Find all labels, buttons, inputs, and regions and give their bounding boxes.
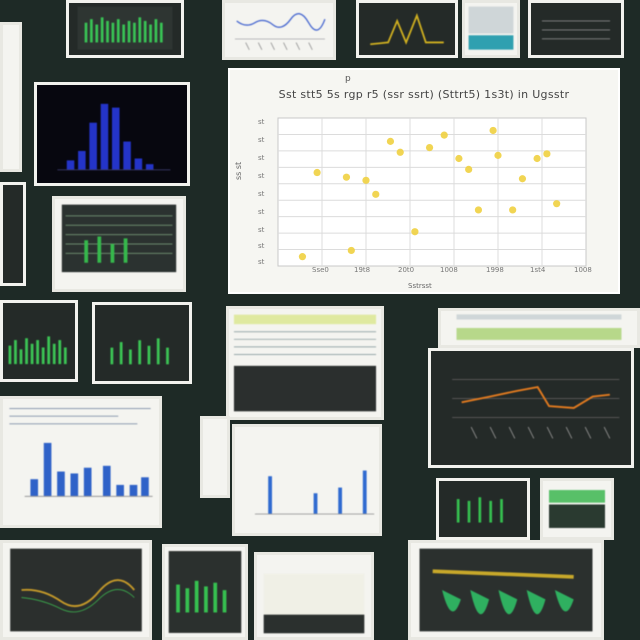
scatter-point xyxy=(455,154,463,163)
x-tick-label: 1998 xyxy=(486,266,504,274)
scatter-point xyxy=(494,151,502,159)
y-tick-label: st xyxy=(258,258,265,266)
x-tick-label: 20t0 xyxy=(398,266,415,274)
thumbnail-blue-bars-center xyxy=(232,424,382,536)
y-tick-label: st xyxy=(258,208,265,216)
thumbnail-green-bars-top xyxy=(66,0,184,58)
y-tick-label: st xyxy=(258,172,265,180)
scatter-point xyxy=(489,126,497,135)
thumbnail-left-edge-1 xyxy=(0,22,22,172)
thumbnail-green-ribbons-bottom xyxy=(408,540,604,640)
scatter-point xyxy=(474,206,483,214)
scatter-point xyxy=(386,137,395,145)
scatter-point xyxy=(518,175,527,183)
scatter-point xyxy=(396,148,404,156)
thumbnail-green-bars-center-left xyxy=(92,302,192,384)
y-tick-label: st xyxy=(258,190,265,198)
thumbnail-dark-top-right xyxy=(528,0,624,58)
chart-x-axis-label: Sstrsst xyxy=(408,282,432,290)
scatter-point xyxy=(440,131,448,139)
x-tick-label: 1008 xyxy=(574,266,592,274)
y-tick-label: st xyxy=(258,136,265,144)
thumbnail-left-edge-2 xyxy=(0,182,26,286)
thumbnail-green-table-left xyxy=(52,196,186,292)
thumbnail-orange-line-chart xyxy=(428,348,634,468)
scatter-point xyxy=(533,154,541,163)
chart-title: Sst stt5 5s rgp r5 (ssr ssrt) (Sttrt5) 1… xyxy=(278,88,570,101)
thumbnail-blue-histogram xyxy=(34,82,190,186)
scatter-point xyxy=(425,144,434,152)
scatter-point xyxy=(313,168,321,177)
scatter-point xyxy=(411,228,419,236)
chart-subtitle: p xyxy=(345,74,351,84)
x-tick-label: 1008 xyxy=(440,266,458,274)
main-scatter-chart: p Sst stt5 5s rgp r5 (ssr ssrt) (Sttrt5)… xyxy=(228,68,620,294)
scatter-point xyxy=(342,173,351,181)
scatter-point xyxy=(543,150,551,158)
y-tick-label: st xyxy=(258,242,265,250)
thumbnail-green-bars-left xyxy=(0,300,78,382)
thumbnail-blue-bar-chart xyxy=(0,396,162,528)
scatter-point xyxy=(553,200,561,208)
thumbnail-spreadsheet-bottom xyxy=(254,552,374,640)
scatter-plot-area xyxy=(277,117,587,267)
thumbnail-spreadsheet-center xyxy=(226,306,384,420)
plot-frame xyxy=(277,117,587,267)
x-tick-label: 19t8 xyxy=(354,266,371,274)
x-tick-label: 1st4 xyxy=(530,266,546,274)
thumbnail-table-right xyxy=(438,308,640,348)
thumbnail-small-white-card xyxy=(200,416,230,498)
y-tick-label: st xyxy=(258,226,265,234)
y-tick-label: st xyxy=(258,154,265,162)
scatter-point xyxy=(347,246,355,255)
scatter-point xyxy=(465,165,473,174)
scatter-point xyxy=(372,190,380,198)
scatter-point xyxy=(509,206,517,214)
thumbnail-table-green-right xyxy=(540,478,614,540)
thumbnail-green-bars-bottom xyxy=(162,544,248,640)
thumbnail-spikes-top xyxy=(356,0,458,58)
y-tick-label: st xyxy=(258,118,265,126)
thumbnail-green-bars-right xyxy=(436,478,530,540)
thumbnail-line-chart-top xyxy=(222,0,336,60)
scatter-point xyxy=(362,176,370,184)
scatter-point xyxy=(298,253,307,261)
thumbnail-table-top xyxy=(462,0,520,58)
thumbnail-orange-curve-bottom xyxy=(0,540,152,640)
x-tick-label: Sse0 xyxy=(312,266,329,274)
